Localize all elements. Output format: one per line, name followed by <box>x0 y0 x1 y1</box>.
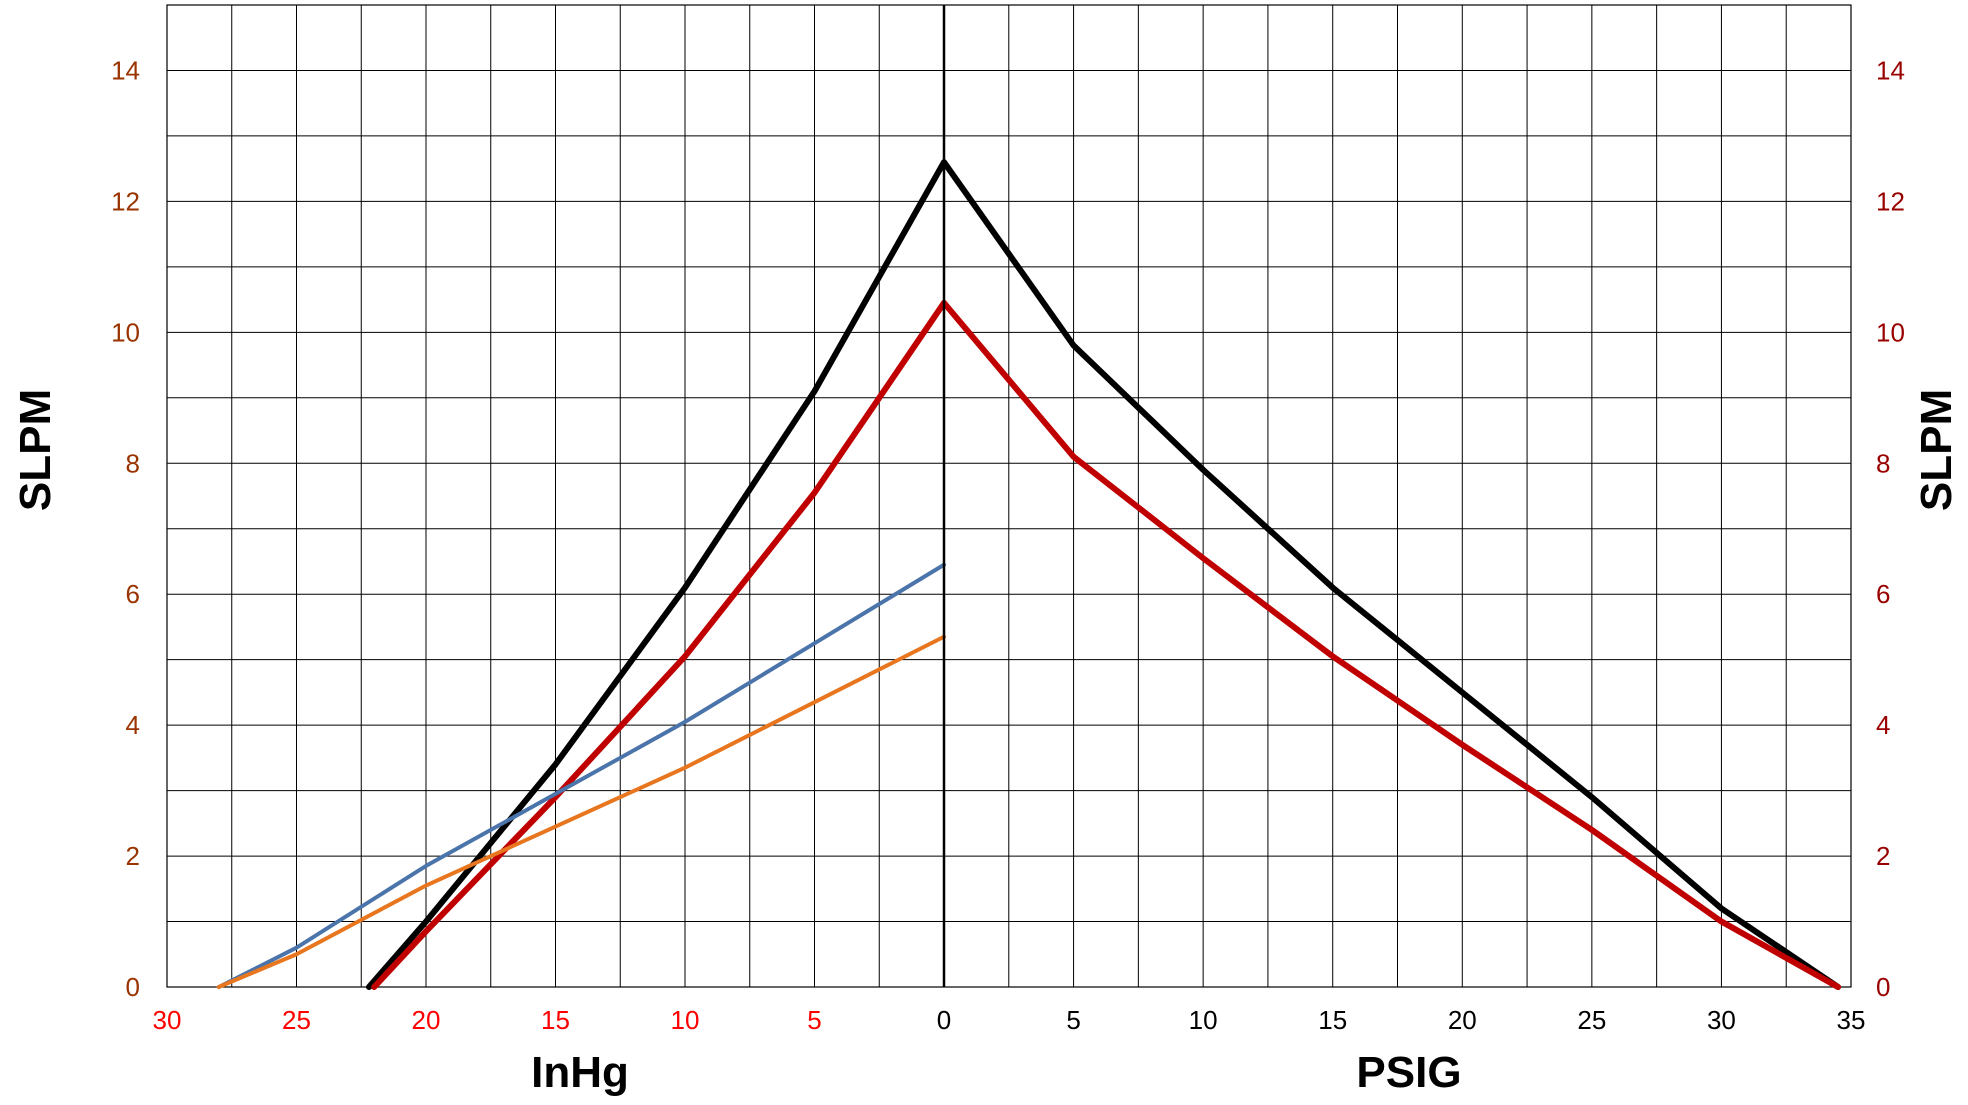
plot-frame <box>166 4 1852 988</box>
y-tick-label-right: 8 <box>1876 448 1890 478</box>
x-tick-label-pressure: 20 <box>1448 1005 1477 1035</box>
y-tick-label-left: 10 <box>111 317 140 347</box>
tick-labels: 0 2 4 6 8 10 12 14 0 2 4 6 8 10 12 14 30 25 20 15 10 5 0 5 10 15 2… <box>111 55 1905 1035</box>
x-tick-label-pressure: 15 <box>1318 1005 1347 1035</box>
x-tick-label-pressure: 25 <box>1577 1005 1606 1035</box>
series-line-3 <box>216 562 946 989</box>
y-tick-label-right: 6 <box>1876 579 1890 609</box>
series-lines <box>216 159 1842 990</box>
x-tick-label-pressure: 10 <box>1189 1005 1218 1035</box>
series-line-2 <box>371 299 1842 990</box>
y-tick-label-left: 6 <box>126 579 140 609</box>
x-tick-label-vacuum: 10 <box>671 1005 700 1035</box>
y-tick-label-left: 8 <box>126 448 140 478</box>
y-tick-label-left: 12 <box>111 186 140 216</box>
y-tick-label-left: 0 <box>126 972 140 1002</box>
series-line-1 <box>366 159 1842 990</box>
series-line-4 <box>216 634 946 989</box>
x-tick-label-vacuum: 15 <box>541 1005 570 1035</box>
right-x-axis-title: PSIG <box>1356 1048 1461 1097</box>
y-tick-label-left: 4 <box>126 710 140 740</box>
x-tick-label-vacuum: 30 <box>153 1005 182 1035</box>
y-tick-label-right: 4 <box>1876 710 1890 740</box>
left-y-axis-title: SLPM <box>11 389 60 511</box>
x-tick-label-vacuum: 25 <box>282 1005 311 1035</box>
x-tick-label-vacuum: 5 <box>807 1005 821 1035</box>
y-tick-label-left: 2 <box>126 841 140 871</box>
grid <box>166 4 1852 988</box>
x-tick-label-pressure: 30 <box>1707 1005 1736 1035</box>
y-tick-label-left: 14 <box>111 55 140 85</box>
left-x-axis-title: InHg <box>531 1048 629 1097</box>
x-tick-label-vacuum: 20 <box>412 1005 441 1035</box>
x-tick-label-pressure: 0 <box>937 1005 951 1035</box>
x-tick-label-pressure: 35 <box>1837 1005 1866 1035</box>
x-tick-label-pressure: 5 <box>1066 1005 1080 1035</box>
right-y-axis-title: SLPM <box>1912 389 1961 511</box>
y-tick-label-right: 0 <box>1876 972 1890 1002</box>
y-tick-label-right: 14 <box>1876 55 1905 85</box>
y-tick-label-right: 2 <box>1876 841 1890 871</box>
y-tick-label-right: 10 <box>1876 317 1905 347</box>
y-tick-label-right: 12 <box>1876 186 1905 216</box>
